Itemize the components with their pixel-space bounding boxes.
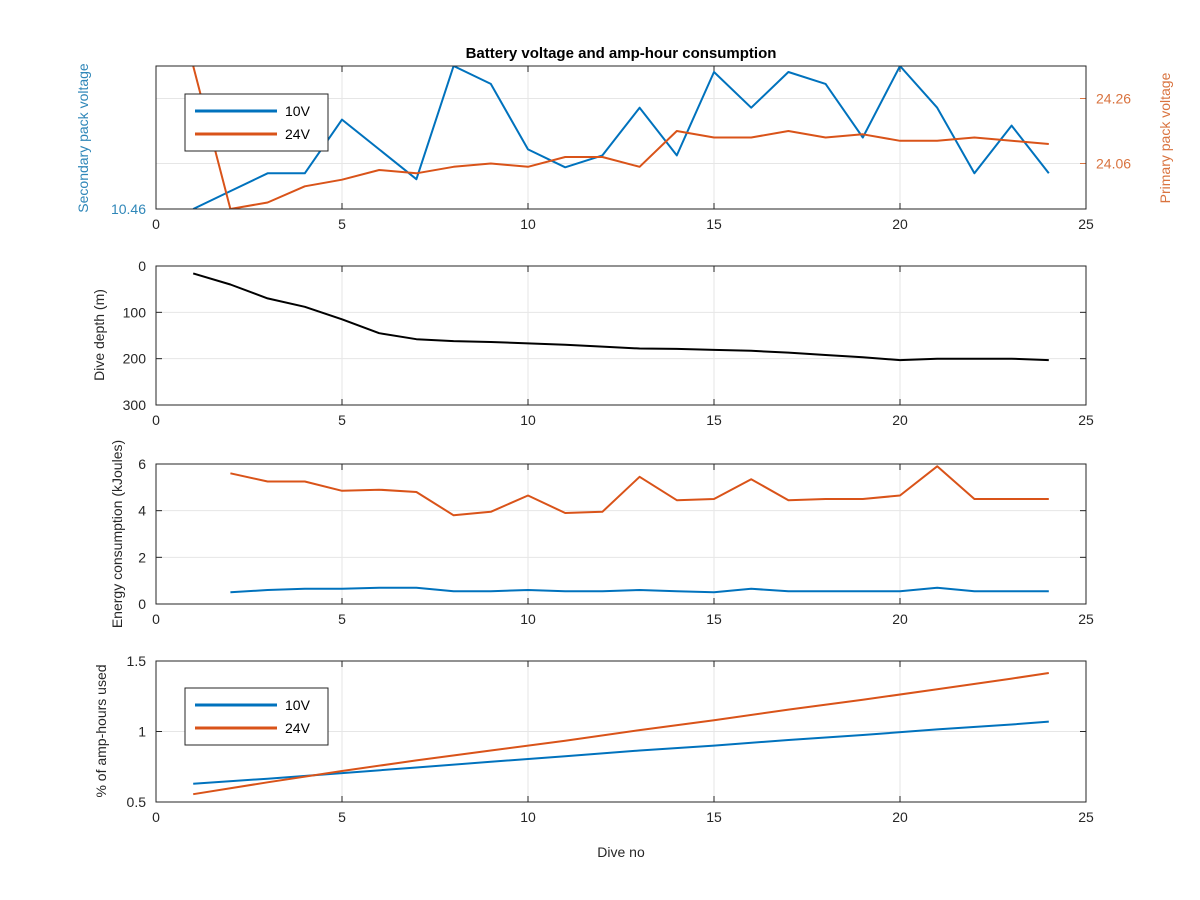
y-tick-label: 0 xyxy=(138,596,146,612)
x-tick-label: 0 xyxy=(152,216,160,232)
x-tick-label: 10 xyxy=(520,809,536,825)
y-axis-label: Dive depth (m) xyxy=(91,289,107,381)
x-tick-label: 0 xyxy=(152,412,160,428)
y-axis-label: % of amp-hours used xyxy=(93,664,109,797)
series-line-orange xyxy=(230,465,1049,517)
x-tick-label: 15 xyxy=(706,412,722,428)
legend-label-24v: 24V xyxy=(285,720,311,736)
x-tick-label: 10 xyxy=(520,216,536,232)
y-tick-label: 0 xyxy=(138,258,146,274)
x-tick-label: 10 xyxy=(520,611,536,627)
x-tick-label: 5 xyxy=(338,216,346,232)
x-tick-label: 0 xyxy=(152,809,160,825)
series-line-blue xyxy=(230,586,1049,594)
y-right-tick-label: 24.06 xyxy=(1096,156,1131,172)
legend-label-24v: 24V xyxy=(285,126,311,142)
subplot-1: 0 5 10 15 20 25 10.46 24.06 24.26 Secondary pack … xyxy=(75,63,1173,232)
legend-label-10v: 10V xyxy=(285,697,311,713)
axes-background xyxy=(156,464,1086,604)
subplot-2: 0 5 10 15 20 25 0 100 200 300 Dive depth (m) xyxy=(91,258,1094,428)
x-tick-label: 15 xyxy=(706,611,722,627)
y-axis-label: Secondary pack voltage xyxy=(75,63,91,213)
legend-box xyxy=(184,93,329,152)
y-tick-label: 1.5 xyxy=(127,653,147,669)
x-tick-label: 20 xyxy=(892,809,908,825)
y-right-axis-label: Primary pack voltage xyxy=(1157,72,1173,203)
series-line-10v xyxy=(193,720,1049,785)
axes-box xyxy=(155,660,1087,803)
y-tick-label: 6 xyxy=(138,456,146,472)
x-axis-label: Dive no xyxy=(597,844,645,860)
series-line-24v xyxy=(193,672,1049,796)
legend-box xyxy=(184,687,329,746)
series-line-depth xyxy=(192,272,1049,362)
series-line-10v xyxy=(192,66,1050,209)
axes-background xyxy=(156,266,1086,405)
subplot-3: 0 5 10 15 20 25 0 2 4 6 Energy consumption (kJoule… xyxy=(109,440,1094,628)
x-tick-label: 0 xyxy=(152,611,160,627)
y-tick-label: 200 xyxy=(123,351,147,367)
x-tick-label: 25 xyxy=(1078,216,1094,232)
x-tick-label: 20 xyxy=(892,216,908,232)
y-axis-label: Energy consumption (kJoules) xyxy=(109,440,125,628)
x-tick-label: 25 xyxy=(1078,611,1094,627)
y-tick-label: 0.5 xyxy=(127,794,147,810)
x-tick-label: 5 xyxy=(338,412,346,428)
axes-box xyxy=(155,463,1087,605)
y-tick-label: 1 xyxy=(138,724,146,740)
x-tick-label: 20 xyxy=(892,412,908,428)
x-tick-label: 10 xyxy=(520,412,536,428)
x-tick-label: 5 xyxy=(338,611,346,627)
subplot-4: 0 5 10 15 20 250.511.5% of amp-hours used 10V2… xyxy=(93,653,1094,825)
y-left-tick-label: 10.46 xyxy=(111,201,146,217)
x-tick-label: 25 xyxy=(1078,809,1094,825)
y-tick-label: 4 xyxy=(138,503,146,519)
x-tick-label: 15 xyxy=(706,216,722,232)
x-tick-label: 5 xyxy=(338,809,346,825)
y-tick-label: 2 xyxy=(138,549,146,565)
legend-label-10v: 10V xyxy=(285,103,311,119)
chart-title: Battery voltage and amp-hour consumption xyxy=(466,45,777,62)
axes-box xyxy=(155,65,1087,210)
series-line-24v xyxy=(192,66,1049,209)
y-tick-label: 300 xyxy=(123,397,147,413)
y-tick-label: 100 xyxy=(123,304,147,320)
x-tick-label: 20 xyxy=(892,611,908,627)
y-right-tick-label: 24.26 xyxy=(1096,91,1131,107)
x-tick-label: 25 xyxy=(1078,412,1094,428)
axes-box xyxy=(155,265,1087,406)
x-tick-label: 15 xyxy=(706,809,722,825)
